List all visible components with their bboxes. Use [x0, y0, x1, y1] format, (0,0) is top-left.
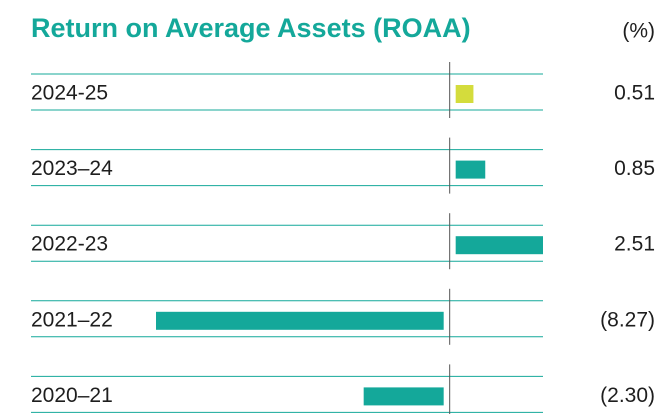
- bar: [455, 236, 543, 255]
- bar: [455, 85, 474, 103]
- category-label: 2023–24: [31, 157, 113, 180]
- bar: [455, 160, 486, 179]
- value-label: 0.51: [614, 82, 655, 105]
- category-label: 2024-25: [31, 82, 108, 105]
- category-label: 2020–21: [31, 384, 113, 407]
- value-label: 2.51: [614, 233, 655, 256]
- bar: [363, 387, 444, 406]
- category-label: 2021–22: [31, 308, 113, 331]
- unit-label: (%): [622, 20, 655, 43]
- chart-title: Return on Average Assets (ROAA): [31, 13, 471, 43]
- value-label: 0.85: [614, 157, 655, 180]
- category-label: 2022-23: [31, 233, 108, 256]
- value-label: (2.30): [600, 384, 655, 407]
- bar: [156, 311, 444, 330]
- value-label: (8.27): [600, 308, 655, 331]
